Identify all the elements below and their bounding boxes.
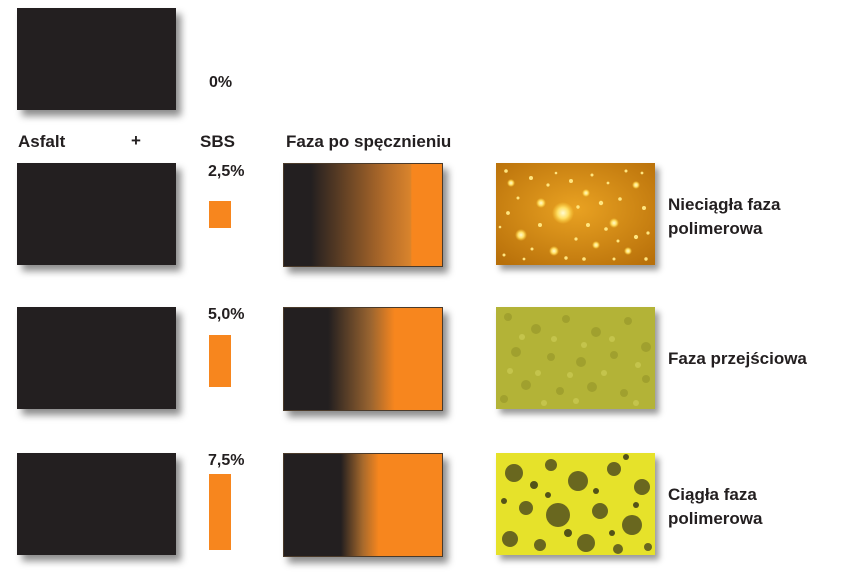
asphalt-block-3 xyxy=(17,453,176,555)
swollen-phase-block-1 xyxy=(283,163,443,267)
description-line: polimerowa xyxy=(668,219,763,238)
sbs-bar-3 xyxy=(209,474,231,550)
description-line: Ciągła faza xyxy=(668,485,757,504)
sbs-percent-3: 7,5% xyxy=(208,452,245,469)
continuous-polymer-micrograph-icon xyxy=(496,453,655,555)
swollen-phase-block-3 xyxy=(283,453,443,557)
sbs-bar-2 xyxy=(209,335,231,387)
sbs-percent-2: 5,0% xyxy=(208,306,245,323)
description-line: Faza przejściowa xyxy=(668,349,807,368)
swollen-phase-block-2 xyxy=(283,307,443,411)
phase-description-3: Ciągła faza polimerowa xyxy=(668,483,762,531)
transitional-phase-micrograph-icon xyxy=(496,307,655,409)
sbs-percent-1: 2,5% xyxy=(208,163,245,180)
phase-description-2: Faza przejściowa xyxy=(668,347,807,371)
phase-description-1: Nieciągła faza polimerowa xyxy=(668,193,780,241)
sbs-bar-1 xyxy=(209,201,231,228)
asphalt-block-0 xyxy=(17,8,176,110)
sbs-percent-0: 0% xyxy=(209,74,233,91)
swollen-phase-label: Faza po spęcznieniu xyxy=(286,132,452,151)
sbs-label: SBS xyxy=(200,132,235,151)
plus-sign: + xyxy=(131,131,141,150)
description-line: polimerowa xyxy=(668,509,763,528)
asphalt-block-2 xyxy=(17,307,176,409)
asphalt-block-1 xyxy=(17,163,176,265)
description-line: Nieciągła faza xyxy=(668,195,781,214)
asphalt-label: Asfalt xyxy=(18,132,66,151)
discontinuous-polymer-micrograph-icon xyxy=(496,163,655,265)
